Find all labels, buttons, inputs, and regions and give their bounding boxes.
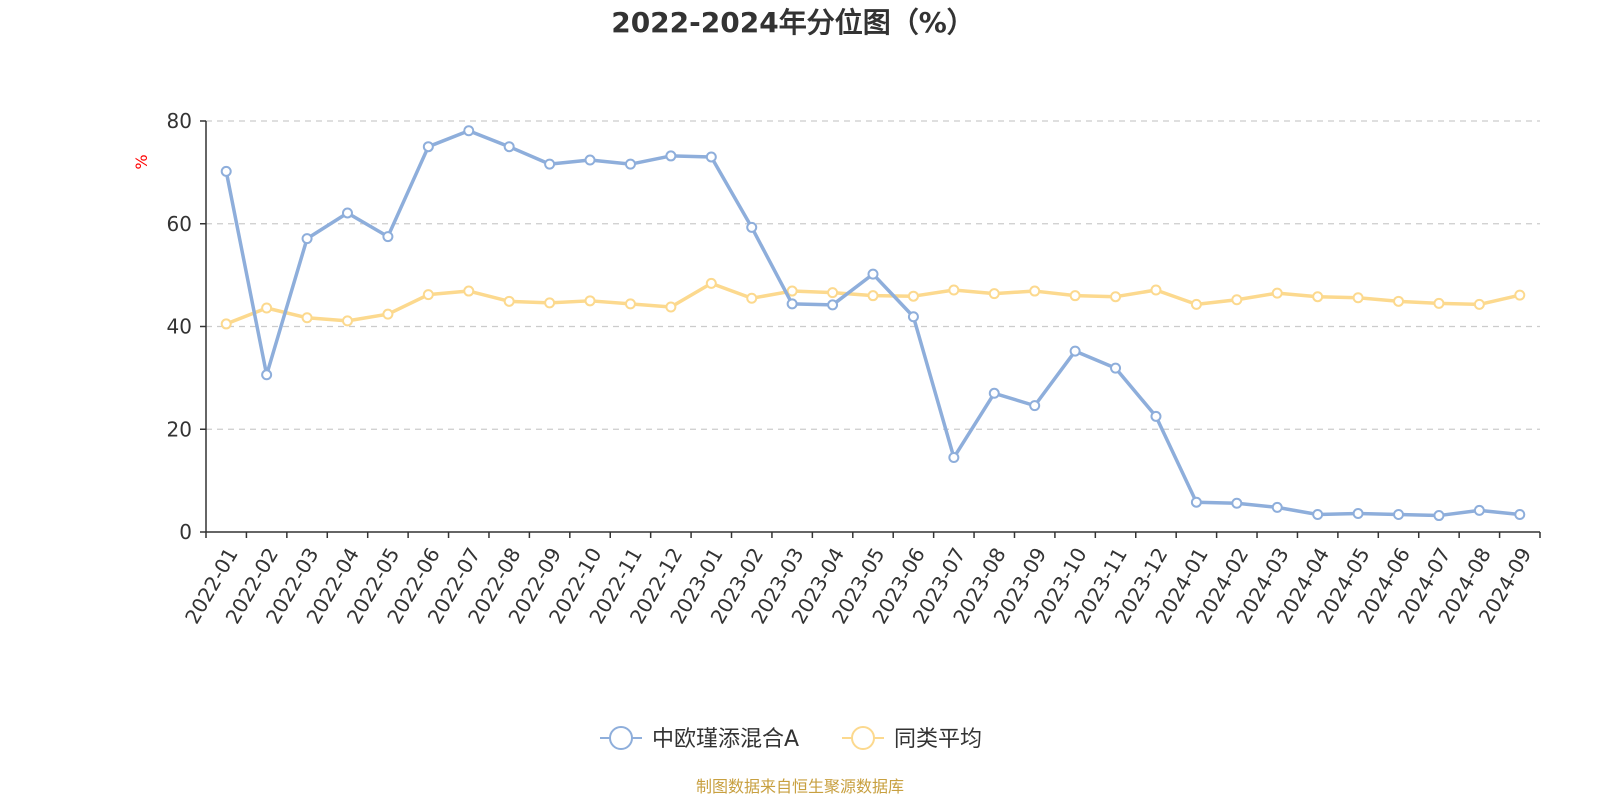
data-point[interactable] (382, 231, 394, 243)
data-point[interactable] (1514, 289, 1526, 301)
data-point[interactable] (1029, 400, 1041, 412)
legend-circle-icon (609, 726, 633, 750)
data-point[interactable] (584, 154, 596, 166)
data-point[interactable] (1433, 297, 1445, 309)
data-point[interactable] (827, 299, 839, 311)
series-0 (220, 125, 1526, 522)
legend-circle-icon (851, 726, 875, 750)
data-point[interactable] (1393, 509, 1405, 521)
data-point[interactable] (705, 151, 717, 163)
data-point[interactable] (220, 318, 232, 330)
data-point[interactable] (463, 125, 475, 137)
data-point[interactable] (988, 288, 1000, 300)
series-line (225, 281, 1521, 326)
data-point[interactable] (1231, 294, 1243, 306)
chart-title: 2022-2024年分位图（%） (611, 6, 975, 39)
y-tick-label: 20 (167, 417, 192, 441)
data-point[interactable] (341, 207, 353, 219)
legend[interactable]: 中欧瑾添混合A 同类平均 (600, 726, 982, 752)
data-point[interactable] (1352, 292, 1364, 304)
data-point[interactable] (503, 141, 515, 153)
y-tick-label: 80 (167, 109, 192, 133)
series-lines (220, 125, 1526, 522)
data-point[interactable] (746, 292, 758, 304)
data-source-note: 制图数据来自恒生聚源数据库 (696, 777, 904, 796)
data-point[interactable] (1029, 285, 1041, 297)
data-point[interactable] (1069, 290, 1081, 302)
y-tick-label: 60 (167, 212, 192, 236)
data-point[interactable] (341, 315, 353, 327)
data-point[interactable] (988, 387, 1000, 399)
data-point[interactable] (220, 165, 232, 177)
data-point[interactable] (746, 221, 758, 233)
data-point[interactable] (1150, 284, 1162, 296)
data-point[interactable] (1150, 410, 1162, 422)
data-point[interactable] (827, 287, 839, 299)
data-point[interactable] (1312, 509, 1324, 521)
data-point[interactable] (382, 308, 394, 320)
grid-lines (206, 120, 1540, 430)
series-line (224, 129, 1520, 518)
data-point[interactable] (1069, 345, 1081, 357)
legend-label: 中欧瑾添混合A (652, 727, 799, 752)
data-point[interactable] (1433, 510, 1445, 522)
data-point[interactable] (867, 290, 879, 302)
data-point[interactable] (544, 158, 556, 170)
data-point[interactable] (786, 298, 798, 310)
data-point[interactable] (1473, 504, 1485, 516)
data-point[interactable] (1352, 508, 1364, 520)
data-point[interactable] (1514, 509, 1526, 521)
data-point[interactable] (422, 141, 434, 153)
data-point[interactable] (624, 158, 636, 170)
data-point[interactable] (503, 295, 515, 307)
data-point[interactable] (867, 268, 879, 280)
data-point[interactable] (907, 290, 919, 302)
y-tick-label: 0 (179, 520, 192, 544)
data-point[interactable] (948, 284, 960, 296)
data-point[interactable] (1312, 291, 1324, 303)
series-1 (220, 277, 1526, 330)
data-point[interactable] (261, 302, 273, 314)
y-tick-label: 40 (167, 315, 192, 339)
y-axis-unit-label: % (132, 154, 151, 169)
data-point[interactable] (665, 301, 677, 313)
data-point[interactable] (584, 295, 596, 307)
data-point[interactable] (705, 277, 717, 289)
data-point[interactable] (1393, 295, 1405, 307)
data-point[interactable] (1473, 298, 1485, 310)
data-point[interactable] (786, 285, 798, 297)
data-point[interactable] (261, 369, 273, 381)
legend-item-0[interactable]: 中欧瑾添混合A (600, 726, 799, 752)
axes: 0204060802022-012022-022022-032022-04202… (167, 109, 1541, 628)
legend-label: 同类平均 (894, 727, 982, 752)
data-point[interactable] (948, 452, 960, 464)
data-point[interactable] (1271, 287, 1283, 299)
legend-item-1[interactable]: 同类平均 (842, 726, 982, 752)
data-point[interactable] (907, 311, 919, 323)
data-point[interactable] (1271, 501, 1283, 513)
data-point[interactable] (422, 289, 434, 301)
data-point[interactable] (1110, 291, 1122, 303)
data-point[interactable] (544, 297, 556, 309)
data-point[interactable] (665, 150, 677, 162)
data-point[interactable] (1190, 298, 1202, 310)
data-point[interactable] (301, 233, 313, 245)
data-point[interactable] (463, 285, 475, 297)
data-point[interactable] (624, 298, 636, 310)
data-point[interactable] (301, 312, 313, 324)
data-point[interactable] (1190, 496, 1202, 508)
data-point[interactable] (1110, 362, 1122, 374)
data-point[interactable] (1231, 497, 1243, 509)
